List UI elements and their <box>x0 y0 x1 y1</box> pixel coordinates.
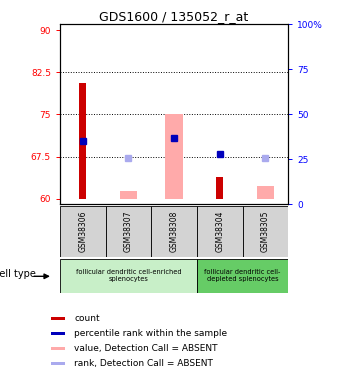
Text: GSM38308: GSM38308 <box>169 211 179 252</box>
Bar <box>216 177 223 199</box>
Text: count: count <box>74 314 100 323</box>
Bar <box>51 347 65 350</box>
Text: GSM38305: GSM38305 <box>261 211 270 252</box>
Text: follicular dendritic cell-enriched
splenocytes: follicular dendritic cell-enriched splen… <box>76 269 181 282</box>
Bar <box>60 206 106 257</box>
Title: GDS1600 / 135052_r_at: GDS1600 / 135052_r_at <box>99 10 249 23</box>
Text: GSM38304: GSM38304 <box>215 211 224 252</box>
Bar <box>120 192 137 199</box>
Text: rank, Detection Call = ABSENT: rank, Detection Call = ABSENT <box>74 359 213 368</box>
Bar <box>197 206 243 257</box>
Bar <box>51 317 65 320</box>
Bar <box>80 84 86 199</box>
Text: follicular dendritic cell-
depleted splenocytes: follicular dendritic cell- depleted sple… <box>204 269 281 282</box>
Bar <box>197 259 288 292</box>
Bar <box>60 259 197 292</box>
Bar <box>51 362 65 365</box>
Text: value, Detection Call = ABSENT: value, Detection Call = ABSENT <box>74 344 218 353</box>
Bar <box>51 332 65 335</box>
Bar <box>257 186 274 199</box>
Text: cell type: cell type <box>0 269 36 279</box>
Bar <box>165 114 183 199</box>
Bar <box>243 206 288 257</box>
Text: percentile rank within the sample: percentile rank within the sample <box>74 329 227 338</box>
Text: GSM38307: GSM38307 <box>124 211 133 252</box>
Text: GSM38306: GSM38306 <box>78 211 87 252</box>
Bar <box>151 206 197 257</box>
Bar <box>106 206 151 257</box>
